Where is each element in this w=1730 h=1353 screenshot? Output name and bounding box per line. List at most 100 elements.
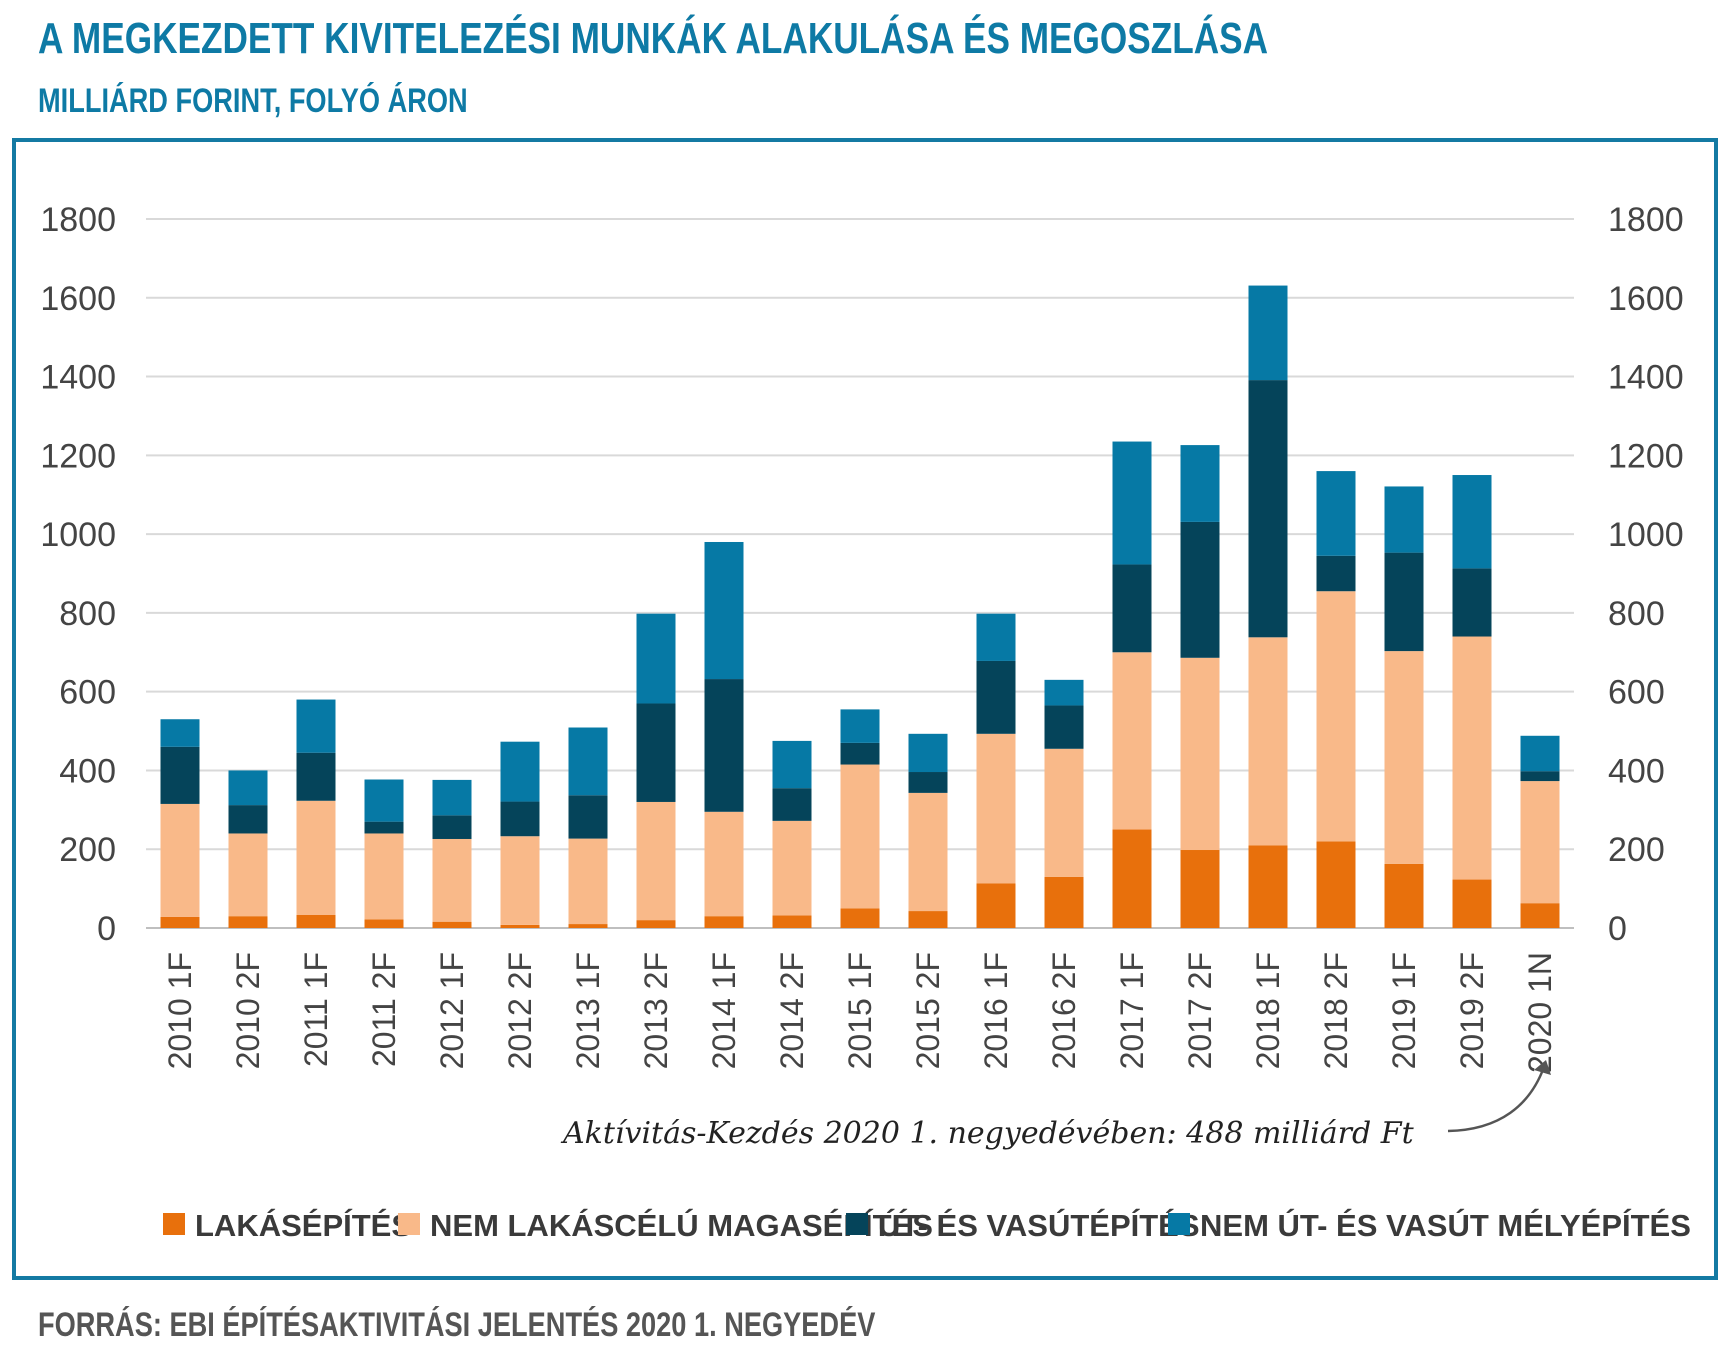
y-tick-label-left: 600 xyxy=(59,674,116,712)
y-tick-label-right: 400 xyxy=(1608,752,1665,790)
y-tick-label-right: 1200 xyxy=(1608,437,1684,475)
x-tick-label: 2015 2F xyxy=(910,952,946,1069)
source-note: FORRÁS: EBI ÉPÍTÉSAKTIVITÁSI JELENTÉS 20… xyxy=(38,1306,876,1344)
bar-segment xyxy=(1316,471,1356,556)
y-tick-label-right: 1400 xyxy=(1608,359,1684,397)
bar-segment xyxy=(704,679,744,812)
bar-segment xyxy=(500,741,540,802)
y-tick-label-left: 400 xyxy=(59,752,116,790)
bar-segment xyxy=(1316,841,1356,928)
x-tick-label: 2018 2F xyxy=(1318,952,1354,1069)
bar-segment xyxy=(1112,652,1152,830)
bar-segment xyxy=(1384,486,1424,553)
bar-segment xyxy=(160,916,200,928)
bar-segment xyxy=(1452,475,1492,569)
bar-segment xyxy=(772,820,812,916)
legend-swatch xyxy=(398,1213,420,1235)
annotation-text: Aktívitás-Kezdés 2020 1. negyedévében: 4… xyxy=(560,1116,1415,1151)
y-tick-label-right: 1800 xyxy=(1608,201,1684,239)
bar-segment xyxy=(364,821,404,834)
x-tick-label: 2013 1F xyxy=(570,952,606,1069)
legend-swatch xyxy=(163,1213,185,1235)
x-tick-label: 2017 2F xyxy=(1182,952,1218,1069)
bar-segment xyxy=(432,779,472,816)
bar-segment xyxy=(1384,863,1424,928)
y-axis-left: 0 200 400 600 800 1000 1200 1400 1600 1800 xyxy=(40,201,116,948)
y-tick-label-left: 1400 xyxy=(40,359,116,397)
y-tick-label-left: 800 xyxy=(59,595,116,633)
x-tick-label: 2014 1F xyxy=(706,952,742,1069)
bar-segment xyxy=(1112,564,1152,653)
x-tick-label: 2012 2F xyxy=(502,952,538,1069)
bar-segment xyxy=(432,838,472,922)
y-tick-label-right: 1600 xyxy=(1608,280,1684,318)
x-tick-label: 2019 1F xyxy=(1386,952,1422,1069)
bar-segment xyxy=(772,740,812,789)
x-tick-label: 2016 2F xyxy=(1046,952,1082,1069)
x-axis-labels: 2010 1F 2010 2F 2011 1F 2011 2F 2012 1F 2012 … xyxy=(162,952,1558,1073)
x-tick-label: 2013 2F xyxy=(638,952,674,1069)
legend: LAKÁSÉPÍTÉS NEM LAKÁSCÉLÚ MAGASÉPÍTÉSÚT- … xyxy=(163,1207,1691,1243)
bar-segment xyxy=(296,699,336,753)
chart-frame xyxy=(12,138,1718,1280)
bar-segment xyxy=(1316,591,1356,842)
bar-segment xyxy=(1316,555,1356,592)
bar-segment xyxy=(1520,771,1560,782)
bar-segment xyxy=(840,742,880,765)
bar-segment xyxy=(432,815,472,839)
annotation-arrow xyxy=(1447,1066,1546,1133)
bar-segment xyxy=(976,613,1016,661)
bar-segment xyxy=(1248,845,1288,928)
bar-segment xyxy=(1180,521,1220,658)
x-tick-label: 2010 2F xyxy=(230,952,266,1069)
bar-segment xyxy=(296,752,336,801)
bar-segment xyxy=(704,811,744,917)
bar-segment xyxy=(908,772,948,793)
x-tick-label: 2017 1F xyxy=(1114,952,1150,1069)
bar-segment xyxy=(228,916,268,928)
bar-segment xyxy=(1520,735,1560,772)
bar-segment xyxy=(160,719,200,747)
bar-segment xyxy=(976,883,1016,928)
bar-segment xyxy=(1452,568,1492,637)
bar-segment xyxy=(976,660,1016,734)
y-tick-label-left: 200 xyxy=(59,831,116,869)
bar-segment xyxy=(704,541,744,680)
bar-segment xyxy=(908,792,948,912)
x-tick-label: 2016 1F xyxy=(978,952,1014,1069)
legend-swatch xyxy=(846,1213,868,1235)
bar-segment xyxy=(1044,679,1084,706)
bar-segment xyxy=(500,924,540,928)
bar-segment xyxy=(636,801,676,921)
y-tick-label-left: 1000 xyxy=(40,516,116,554)
chart-title: A MEGKEZDETT KIVITELEZÉSI MUNKÁK ALAKULÁ… xyxy=(38,14,1269,63)
bar-segment xyxy=(568,924,608,928)
x-tick-label: 2011 2F xyxy=(366,952,402,1067)
x-tick-label: 2010 1F xyxy=(162,952,198,1069)
bar-segment xyxy=(228,833,268,917)
annotation-arrowhead xyxy=(1534,1060,1551,1075)
bar-segment xyxy=(1180,657,1220,851)
bar-segment xyxy=(568,795,608,839)
legend-swatch xyxy=(1168,1213,1190,1235)
bar-segment xyxy=(228,770,268,806)
bar-segment xyxy=(1180,850,1220,928)
annotation: Aktívitás-Kezdés 2020 1. negyedévében: 4… xyxy=(560,1060,1551,1151)
bar-segment xyxy=(1044,748,1084,877)
bar-segment xyxy=(772,915,812,928)
bar-segment xyxy=(840,709,880,743)
bar-segment xyxy=(228,805,268,834)
bar-segment xyxy=(500,801,540,837)
bar-segment xyxy=(1248,380,1288,638)
bar-segment xyxy=(1248,637,1288,846)
bar-segment xyxy=(1520,903,1560,928)
x-tick-label: 2018 1F xyxy=(1250,952,1286,1069)
bar-segment xyxy=(908,733,948,773)
bar-segment xyxy=(568,727,608,796)
bar-segment xyxy=(1112,441,1152,565)
bar-segment xyxy=(364,833,404,920)
bar-segment xyxy=(160,746,200,804)
bar-segment xyxy=(976,733,1016,884)
y-tick-label-left: 1800 xyxy=(40,201,116,239)
legend-label: ÚT- ÉS VASÚTÉPÍTÉS xyxy=(878,1207,1200,1243)
